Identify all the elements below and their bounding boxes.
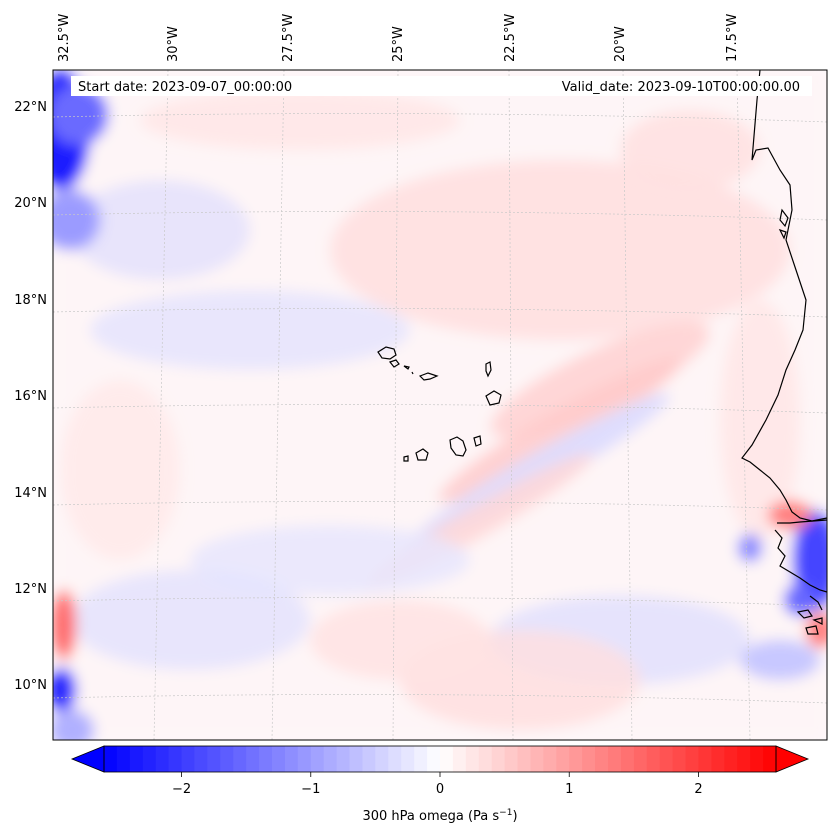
colorbar-step [310, 746, 325, 772]
colorbar-step [129, 746, 144, 772]
colorbar-step [388, 746, 402, 772]
colorbar-step [220, 746, 234, 772]
colorbar-extend-max [775, 745, 810, 773]
colorbar-step [401, 746, 415, 772]
colorbar-tick-label: −2 [172, 782, 191, 797]
colorbar: −2 −1 0 1 2 300 hPa omega (Pa s−1) [70, 745, 810, 824]
lon-label-17-5w: 17.5°W [725, 14, 740, 62]
colorbar-label-close: ) [512, 809, 517, 824]
map-panel: Start date: 2023-09-07_00:00:00 Valid_da… [52, 69, 828, 741]
colorbar-step [272, 746, 286, 772]
colorbar-tick-label: 2 [694, 782, 702, 797]
lon-labels: 32.5°W 30°W 27.5°W 25°W 22.5°W 20°W 17.5… [57, 14, 740, 62]
lon-label-20w: 20°W [613, 26, 628, 62]
colorbar-step [569, 746, 583, 772]
lon-label-25w: 25°W [391, 26, 406, 62]
colorbar-step [362, 746, 376, 772]
colorbar-label-main: 300 hPa omega (Pa s [362, 809, 499, 824]
colorbar-step [336, 746, 351, 772]
colorbar-step [349, 746, 364, 772]
colorbar-step [659, 746, 674, 772]
colorbar-step [427, 746, 441, 772]
colorbar-step [116, 746, 131, 772]
colorbar-step [608, 746, 622, 772]
colorbar-step [297, 746, 312, 772]
colorbar-step [181, 746, 196, 772]
colorbar-step [375, 746, 389, 772]
lon-label-22-5w: 22.5°W [503, 14, 518, 62]
colorbar-step [698, 746, 712, 772]
lon-label-27-5w: 27.5°W [281, 14, 296, 62]
colorbar-step [711, 746, 725, 772]
lon-label-30w: 30°W [166, 26, 181, 62]
colorbar-step [763, 746, 777, 772]
lat-label-12n: 12°N [14, 582, 47, 597]
colorbar-step [724, 746, 738, 772]
africa-coastline [741, 70, 827, 522]
lat-labels: 22°N 20°N 18°N 16°N 14°N 12°N 10°N [14, 100, 47, 693]
colorbar-step [452, 746, 467, 772]
colorbar-step [478, 746, 493, 772]
colorbar-step [556, 746, 570, 772]
colorbar-step [737, 746, 751, 772]
colorbar-step [750, 746, 764, 772]
omega-field [53, 70, 827, 740]
colorbar-step [685, 746, 700, 772]
colorbar-step [646, 746, 661, 772]
start-date-label: Start date: 2023-09-07_00:00:00 [78, 80, 292, 95]
colorbar-step [155, 746, 170, 772]
map-frame [52, 69, 828, 741]
colorbar-tick-label: −1 [301, 782, 320, 797]
colorbar-label-exponent: −1 [499, 808, 512, 818]
colorbar-step [414, 746, 428, 772]
colorbar-step [284, 746, 299, 772]
lat-label-10n: 10°N [14, 678, 47, 693]
colorbar-steps [104, 746, 777, 772]
colorbar-step [517, 746, 532, 772]
colorbar-step [595, 746, 609, 772]
colorbar-step [672, 746, 687, 772]
colorbar-step [168, 746, 183, 772]
cape-verde-islands [377, 346, 502, 462]
colorbar-step [465, 746, 480, 772]
colorbar-step [620, 746, 635, 772]
colorbar-tick-label: 0 [436, 782, 444, 797]
header-bar [71, 76, 812, 96]
colorbar-step [440, 746, 454, 772]
colorbar-ticks: −2 −1 0 1 2 [172, 772, 703, 797]
lat-label-18n: 18°N [14, 293, 47, 308]
colorbar-step [207, 746, 221, 772]
colorbar-tick-label: 1 [565, 782, 573, 797]
lat-label-16n: 16°N [14, 389, 47, 404]
colorbar-step [194, 746, 208, 772]
lat-label-22n: 22°N [14, 100, 47, 115]
colorbar-step [259, 746, 273, 772]
colorbar-step [491, 746, 506, 772]
colorbar-step [142, 746, 157, 772]
colorbar-step [504, 746, 519, 772]
colorbar-label: 300 hPa omega (Pa s−1) [362, 808, 517, 824]
valid-date-label: Valid_date: 2023-09-10T00:00:00.00 [562, 80, 800, 95]
lon-label-32-5w: 32.5°W [57, 14, 72, 62]
colorbar-step [582, 746, 596, 772]
colorbar-step [233, 746, 247, 772]
colorbar-step [246, 746, 260, 772]
coastlines [741, 70, 827, 635]
colorbar-step [323, 746, 338, 772]
colorbar-step [104, 746, 118, 772]
lat-label-14n: 14°N [14, 486, 47, 501]
colorbar-step [633, 746, 648, 772]
colorbar-extend-min [70, 745, 105, 773]
colorbar-step [530, 746, 544, 772]
colorbar-step [543, 746, 557, 772]
lat-label-20n: 20°N [14, 196, 47, 211]
